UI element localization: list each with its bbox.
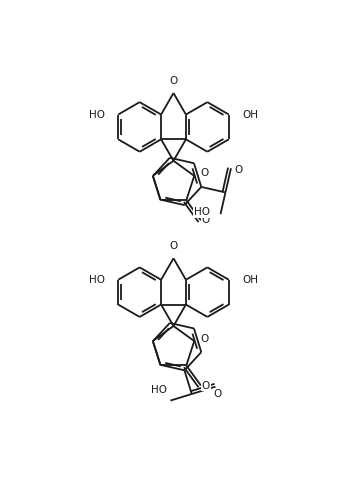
Text: O: O bbox=[202, 215, 210, 225]
Text: O: O bbox=[201, 334, 209, 344]
Text: OH: OH bbox=[243, 275, 259, 285]
Text: OH: OH bbox=[243, 109, 259, 119]
Text: O: O bbox=[169, 241, 178, 251]
Text: O: O bbox=[201, 168, 209, 178]
Text: O: O bbox=[213, 389, 222, 399]
Text: HO: HO bbox=[194, 207, 210, 217]
Text: HO: HO bbox=[151, 385, 167, 395]
Text: HO: HO bbox=[88, 109, 104, 119]
Text: HO: HO bbox=[88, 275, 104, 285]
Text: O: O bbox=[234, 165, 242, 175]
Text: O: O bbox=[169, 76, 178, 86]
Text: O: O bbox=[202, 381, 210, 391]
